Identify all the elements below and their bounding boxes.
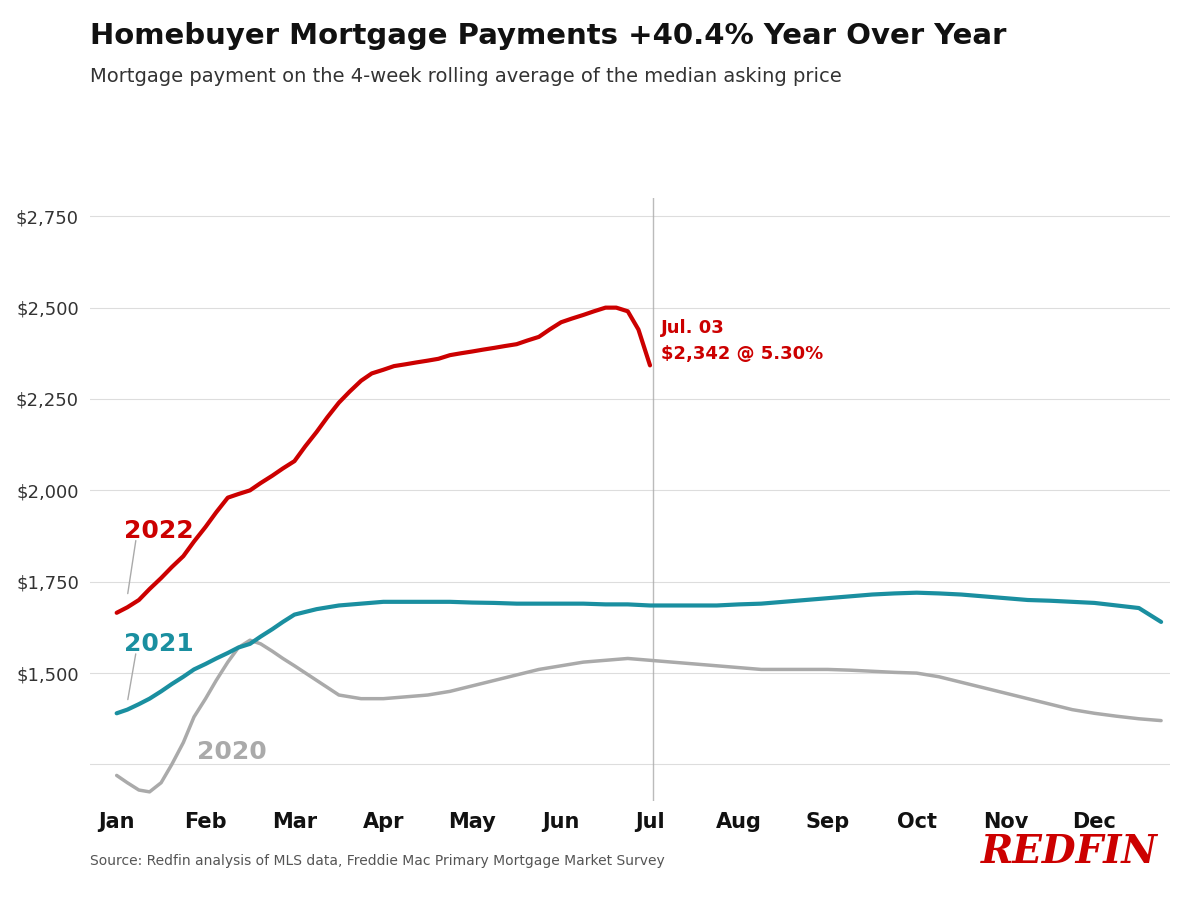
Text: Jul. 03: Jul. 03	[661, 320, 725, 338]
Text: 2021: 2021	[124, 632, 193, 656]
Text: $2,342 @ 5.30%: $2,342 @ 5.30%	[661, 345, 823, 363]
Text: REDFIN: REDFIN	[982, 833, 1158, 871]
Text: Homebuyer Mortgage Payments +40.4% Year Over Year: Homebuyer Mortgage Payments +40.4% Year …	[90, 22, 1007, 50]
Text: 2022: 2022	[124, 519, 193, 543]
Text: 2020: 2020	[197, 740, 266, 764]
Text: Source: Redfin analysis of MLS data, Freddie Mac Primary Mortgage Market Survey: Source: Redfin analysis of MLS data, Fre…	[90, 854, 665, 868]
Text: Mortgage payment on the 4-week rolling average of the median asking price: Mortgage payment on the 4-week rolling a…	[90, 68, 841, 86]
